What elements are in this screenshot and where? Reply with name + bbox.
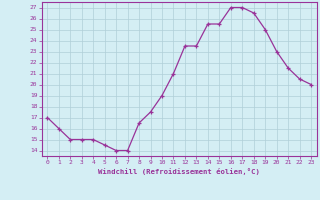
- X-axis label: Windchill (Refroidissement éolien,°C): Windchill (Refroidissement éolien,°C): [98, 168, 260, 175]
